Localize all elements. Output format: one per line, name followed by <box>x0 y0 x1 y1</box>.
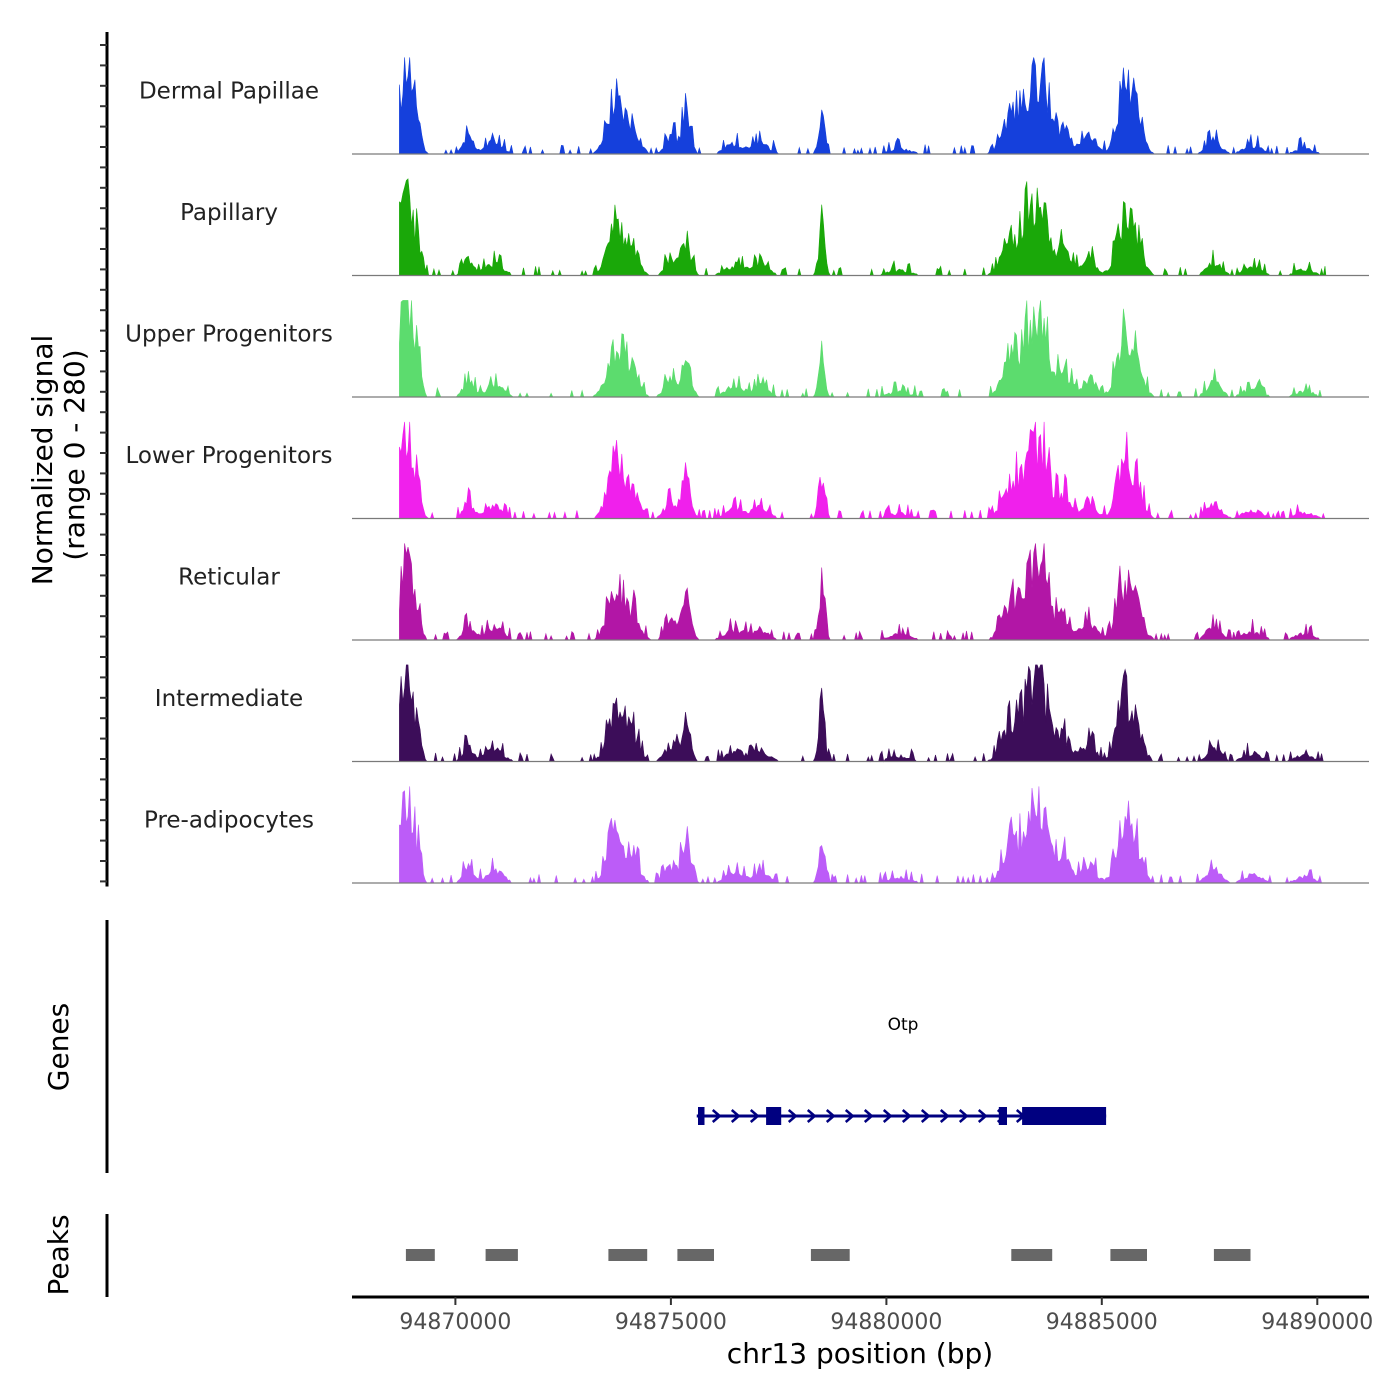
peak-marker <box>677 1249 714 1261</box>
strand-arrow <box>901 1109 912 1123</box>
x-axis-tick-label: 94880000 <box>830 1310 942 1335</box>
strand-arrow <box>882 1109 893 1123</box>
track-papillary: Papillary <box>180 178 1369 277</box>
peak-marker <box>608 1249 648 1261</box>
gene-exon <box>766 1107 782 1125</box>
x-axis-tick-label: 94885000 <box>1046 1310 1158 1335</box>
signal-area <box>399 786 1326 884</box>
gene-exon <box>698 1107 705 1125</box>
track-dermal-papillae: Dermal Papillae <box>139 57 1369 156</box>
gene-exon <box>1022 1107 1107 1125</box>
strand-arrow <box>749 1109 760 1123</box>
track-label: Reticular <box>178 565 280 591</box>
peak-marker <box>1213 1249 1251 1261</box>
x-axis-tick-label: 94870000 <box>399 1310 511 1335</box>
track-label: Papillary <box>180 200 278 226</box>
strand-arrow <box>920 1109 931 1123</box>
x-axis-title: chr13 position (bp) <box>727 1337 993 1370</box>
peak-marker <box>1011 1249 1053 1261</box>
peaks-panel: Peaks <box>42 1214 1251 1297</box>
strand-arrow <box>977 1109 988 1123</box>
y-axis-title-line1: Normalized signal <box>26 335 59 586</box>
peak-marker <box>405 1249 435 1261</box>
signal-area <box>399 57 1326 156</box>
peak-markers <box>405 1249 1251 1261</box>
strand-arrow <box>958 1109 969 1123</box>
signal-area <box>399 664 1326 763</box>
strand-arrow <box>787 1109 798 1123</box>
peak-marker <box>485 1249 518 1261</box>
signal-area <box>399 178 1327 277</box>
track-label: Lower Progenitors <box>126 443 333 469</box>
signal-area <box>399 300 1326 398</box>
track-label: Upper Progenitors <box>125 322 333 348</box>
signal-area <box>399 543 1326 642</box>
x-axis-tick-label: 94875000 <box>615 1310 727 1335</box>
strand-arrow <box>825 1109 836 1123</box>
signal-area <box>399 421 1326 520</box>
peaks-panel-label: Peaks <box>42 1214 75 1295</box>
track-label: Dermal Papillae <box>139 79 319 105</box>
track-pre-adipocytes: Pre-adipocytes <box>144 786 1369 884</box>
strand-arrow <box>711 1109 722 1123</box>
track-reticular: Reticular <box>178 543 1369 642</box>
gene-exon <box>998 1107 1007 1125</box>
gene-name-label: Otp <box>888 1015 919 1035</box>
x-axis-tick-label: 94890000 <box>1261 1310 1373 1335</box>
strand-arrow <box>863 1109 874 1123</box>
strand-arrow <box>939 1109 950 1123</box>
coverage-tracks: Dermal Papillae Papillary Upper Progenitor… <box>125 57 1369 884</box>
track-label: Intermediate <box>155 686 303 712</box>
track-lower-progenitors: Lower Progenitors <box>126 421 1369 520</box>
strand-arrow <box>730 1109 741 1123</box>
peak-marker <box>1110 1249 1147 1261</box>
genes-panel-label: Genes <box>42 1003 75 1091</box>
track-label: Pre-adipocytes <box>144 808 314 834</box>
x-axis: 94870000 94875000 94880000 94885000 94890000… <box>352 1295 1373 1370</box>
peak-marker <box>810 1249 850 1261</box>
gene-model <box>696 1107 1107 1125</box>
genes-panel: Genes Otp <box>42 920 1107 1173</box>
x-axis-ticks: 94870000 94875000 94880000 94885000 94890000 <box>399 1297 1373 1335</box>
y-axis-title: Normalized signal (range 0 - 280) <box>26 335 91 586</box>
track-intermediate: Intermediate <box>155 664 1369 763</box>
y-axis-title-line2: (range 0 - 280) <box>58 349 91 560</box>
y-axis <box>100 32 109 887</box>
track-upper-progenitors: Upper Progenitors <box>125 300 1369 398</box>
strand-arrow <box>844 1109 855 1123</box>
strand-arrow <box>806 1109 817 1123</box>
